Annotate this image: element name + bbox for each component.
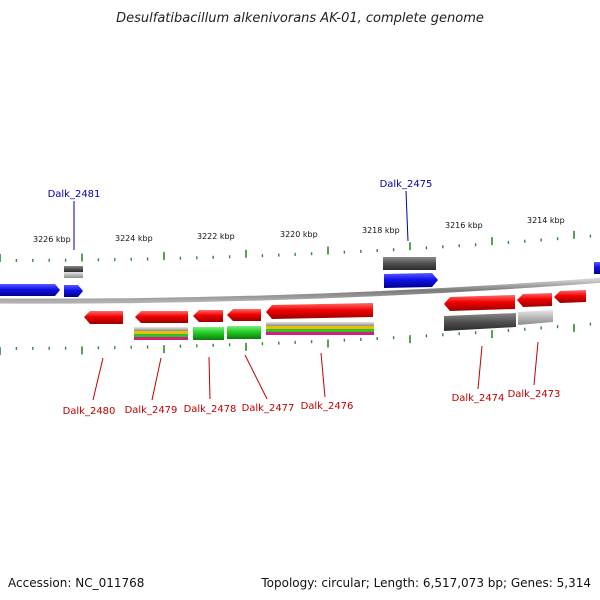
feature-box[interactable] (266, 326, 374, 329)
gene-label-dalk-2476[interactable]: Dalk_2476 (301, 401, 354, 412)
feature-box[interactable] (64, 266, 83, 272)
gene-arrow[interactable] (594, 262, 600, 274)
leader-line (477, 345, 483, 390)
leader-line (405, 190, 409, 242)
gene-label-dalk-2474[interactable]: Dalk_2474 (452, 393, 505, 404)
genome-summary-text: Topology: circular; Length: 6,517,073 bp… (260, 576, 591, 590)
forward-genes (0, 257, 600, 297)
scale-label: 3216 kbp (445, 221, 483, 230)
scale-ticks-top (0, 230, 592, 262)
gene-label-dalk-2479[interactable]: Dalk_2479 (125, 405, 178, 416)
feature-box[interactable] (134, 337, 188, 340)
gene-arrow[interactable] (266, 303, 373, 319)
reverse-genes (84, 290, 586, 340)
scale-label: 3226 kbp (33, 235, 71, 244)
scale-label: 3218 kbp (362, 226, 400, 235)
leader-line (320, 352, 326, 398)
gene-labels: Dalk_2481 Dalk_2475 Dalk_2480 Dalk_2479 … (48, 179, 561, 417)
gene-arrow[interactable] (135, 311, 188, 323)
gene-label-dalk-2478[interactable]: Dalk_2478 (184, 404, 237, 415)
gene-arrow[interactable] (193, 310, 223, 322)
leader-line (151, 357, 162, 401)
gene-label-dalk-2480[interactable]: Dalk_2480 (63, 406, 116, 417)
gene-arrow[interactable] (554, 290, 586, 303)
map-title: Desulfatibacillum alkenivorans AK-01, co… (116, 11, 484, 26)
feature-box[interactable] (134, 334, 188, 337)
gene-label-dalk-2475[interactable]: Dalk_2475 (380, 179, 433, 190)
genome-backbone (0, 277, 600, 304)
scale-labels: 3226 kbp 3224 kbp 3222 kbp 3220 kbp 3218… (33, 216, 565, 244)
gene-arrow[interactable] (517, 293, 552, 307)
scale-ticks-bottom (0, 322, 592, 355)
scale-label: 3222 kbp (197, 232, 235, 241)
accession-text: Accession: NC_011768 (8, 576, 144, 590)
feature-box[interactable] (134, 331, 188, 334)
feature-box[interactable] (383, 257, 436, 270)
scale-label: 3220 kbp (280, 230, 318, 239)
feature-box[interactable] (193, 327, 224, 340)
label-leaders (73, 190, 539, 401)
feature-box[interactable] (266, 329, 374, 332)
gene-arrow[interactable] (227, 309, 261, 321)
feature-box[interactable] (227, 326, 261, 339)
leader-line (244, 354, 268, 400)
gene-label-dalk-2473[interactable]: Dalk_2473 (508, 389, 561, 400)
feature-box[interactable] (134, 327, 188, 331)
leader-line (92, 357, 104, 401)
feature-box[interactable] (518, 310, 553, 325)
gene-arrow[interactable] (84, 311, 123, 324)
feature-box[interactable] (64, 272, 83, 278)
feature-box[interactable] (266, 332, 374, 335)
feature-box[interactable] (444, 313, 516, 331)
gene-arrow[interactable] (444, 295, 515, 311)
gene-arrow[interactable] (0, 284, 60, 296)
gene-label-dalk-2481[interactable]: Dalk_2481 (48, 189, 101, 200)
gene-arrow[interactable] (384, 273, 438, 288)
gene-arrow[interactable] (64, 285, 83, 297)
feature-box[interactable] (266, 322, 374, 326)
scale-label: 3214 kbp (527, 216, 565, 225)
leader-line (533, 341, 539, 386)
gene-label-dalk-2477[interactable]: Dalk_2477 (242, 403, 295, 414)
scale-label: 3224 kbp (115, 234, 153, 243)
leader-line (208, 356, 211, 400)
